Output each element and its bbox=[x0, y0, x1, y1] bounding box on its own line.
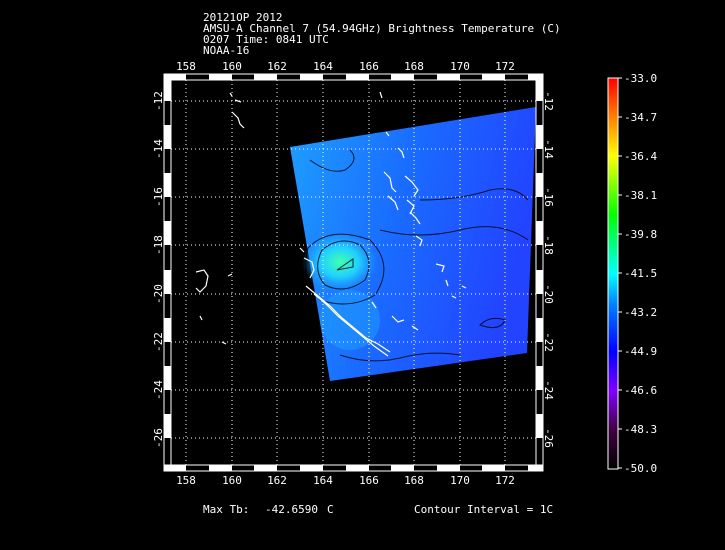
max-tb-label: Max Tb: bbox=[203, 503, 250, 516]
max-tb-unit: C bbox=[327, 503, 334, 516]
colorbar-label: -41.5 bbox=[624, 267, 657, 280]
storm-id: 20121OP 2012 bbox=[203, 11, 283, 24]
lon-label-bottom: 170 bbox=[450, 474, 470, 487]
map-border-ticks bbox=[163, 73, 544, 472]
lat-label-right: -12 bbox=[542, 91, 555, 111]
lon-label-bottom: 158 bbox=[176, 474, 196, 487]
colorbar-label: -38.1 bbox=[624, 189, 657, 202]
lon-label-top: 162 bbox=[267, 60, 287, 73]
lat-label-right: -24 bbox=[542, 380, 555, 400]
colorbar-label: -46.6 bbox=[624, 384, 657, 397]
lat-label-left: -16 bbox=[152, 187, 165, 207]
lat-label-right: -16 bbox=[542, 187, 555, 207]
lat-label-left: -20 bbox=[152, 284, 165, 304]
contour-interval: Contour Interval = 1C bbox=[414, 503, 554, 516]
lon-label-top: 158 bbox=[176, 60, 196, 73]
lon-label-top: 166 bbox=[359, 60, 379, 73]
lat-label-right: -14 bbox=[542, 139, 555, 159]
colorbar-ticks bbox=[618, 77, 622, 469]
lat-label-right: -26 bbox=[542, 428, 555, 448]
lon-label-bottom: 168 bbox=[404, 474, 424, 487]
brightness-swath bbox=[290, 107, 536, 381]
lon-label-top: 172 bbox=[495, 60, 515, 73]
max-tb-value: -42.6590 bbox=[265, 503, 318, 516]
colorbar-label: -50.0 bbox=[624, 462, 657, 475]
colorbar-label: -48.3 bbox=[624, 423, 657, 436]
colorbar-label: -39.8 bbox=[624, 228, 657, 241]
lon-label-bottom: 164 bbox=[313, 474, 333, 487]
lat-label-left: -14 bbox=[152, 139, 165, 159]
satellite-name: NOAA-16 bbox=[203, 44, 250, 57]
date-time: 0207 Time: 0841 UTC bbox=[203, 33, 329, 46]
colorbar-label: -43.2 bbox=[624, 306, 657, 319]
map-grid bbox=[171, 80, 536, 465]
lon-label-bottom: 166 bbox=[359, 474, 379, 487]
lon-label-top: 168 bbox=[404, 60, 424, 73]
lat-label-left: -18 bbox=[152, 235, 165, 255]
colorbar-label: -36.4 bbox=[624, 150, 657, 163]
colorbar bbox=[607, 77, 619, 470]
coastlines bbox=[195, 91, 467, 357]
lon-label-top: 170 bbox=[450, 60, 470, 73]
lat-label-left: -24 bbox=[152, 380, 165, 400]
colorbar-label: -34.7 bbox=[624, 111, 657, 124]
lat-label-left: -26 bbox=[152, 428, 165, 448]
lat-label-left: -22 bbox=[152, 332, 165, 352]
lon-label-bottom: 160 bbox=[222, 474, 242, 487]
lat-label-left: -12 bbox=[152, 91, 165, 111]
lat-label-right: -20 bbox=[542, 284, 555, 304]
lon-label-bottom: 162 bbox=[267, 474, 287, 487]
lon-label-bottom: 172 bbox=[495, 474, 515, 487]
lon-label-top: 160 bbox=[222, 60, 242, 73]
lat-label-right: -22 bbox=[542, 332, 555, 352]
product-title: AMSU-A Channel 7 (54.94GHz) Brightness T… bbox=[203, 22, 561, 35]
colorbar-label: -44.9 bbox=[624, 345, 657, 358]
colorbar-label: -33.0 bbox=[624, 72, 657, 85]
lat-label-right: -18 bbox=[542, 235, 555, 255]
lon-label-top: 164 bbox=[313, 60, 333, 73]
